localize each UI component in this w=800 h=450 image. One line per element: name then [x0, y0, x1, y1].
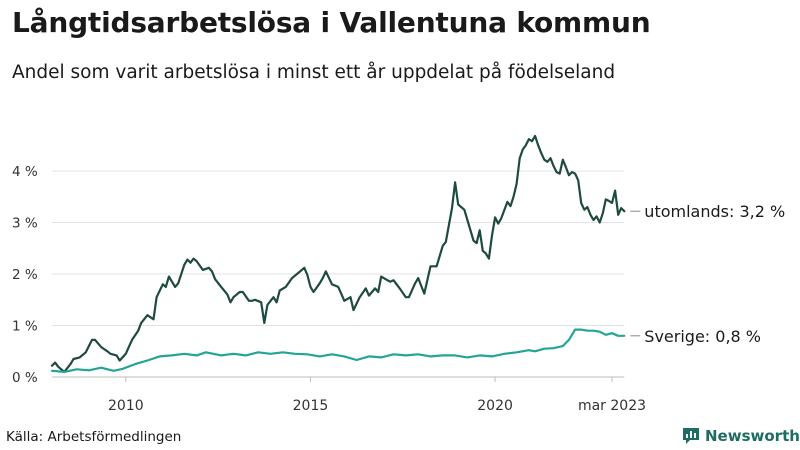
y-tick-label: 2 %	[12, 267, 38, 283]
series-end-label: Sverige: 0,8 %	[644, 327, 761, 346]
series-end-label: utomlands: 3,2 %	[644, 202, 785, 221]
y-tick-label: 1 %	[12, 319, 38, 335]
x-tick-label: 2015	[293, 398, 329, 414]
x-tick-label: 2010	[108, 398, 144, 414]
brand-name: Newsworthy	[705, 427, 800, 445]
y-tick-label: 4 %	[12, 164, 38, 180]
brand-logo[interactable]: Newsworthy	[681, 426, 800, 446]
source-note: Källa: Arbetsförmedlingen	[6, 429, 182, 445]
series-line-utomlands	[50, 134, 626, 373]
y-tick-label: 3 %	[12, 216, 38, 232]
y-tick-label: 0 %	[12, 370, 38, 386]
x-tick-label: 2020	[477, 398, 513, 414]
chart-subtitle: Andel som varit arbetslösa i minst ett å…	[12, 62, 616, 83]
chart-title: Långtidsarbetslösa i Vallentuna kommun	[12, 6, 651, 39]
series-line-sverige	[50, 328, 626, 373]
bar-chart-icon	[683, 428, 699, 444]
x-tick-label: mar 2023	[578, 398, 646, 414]
